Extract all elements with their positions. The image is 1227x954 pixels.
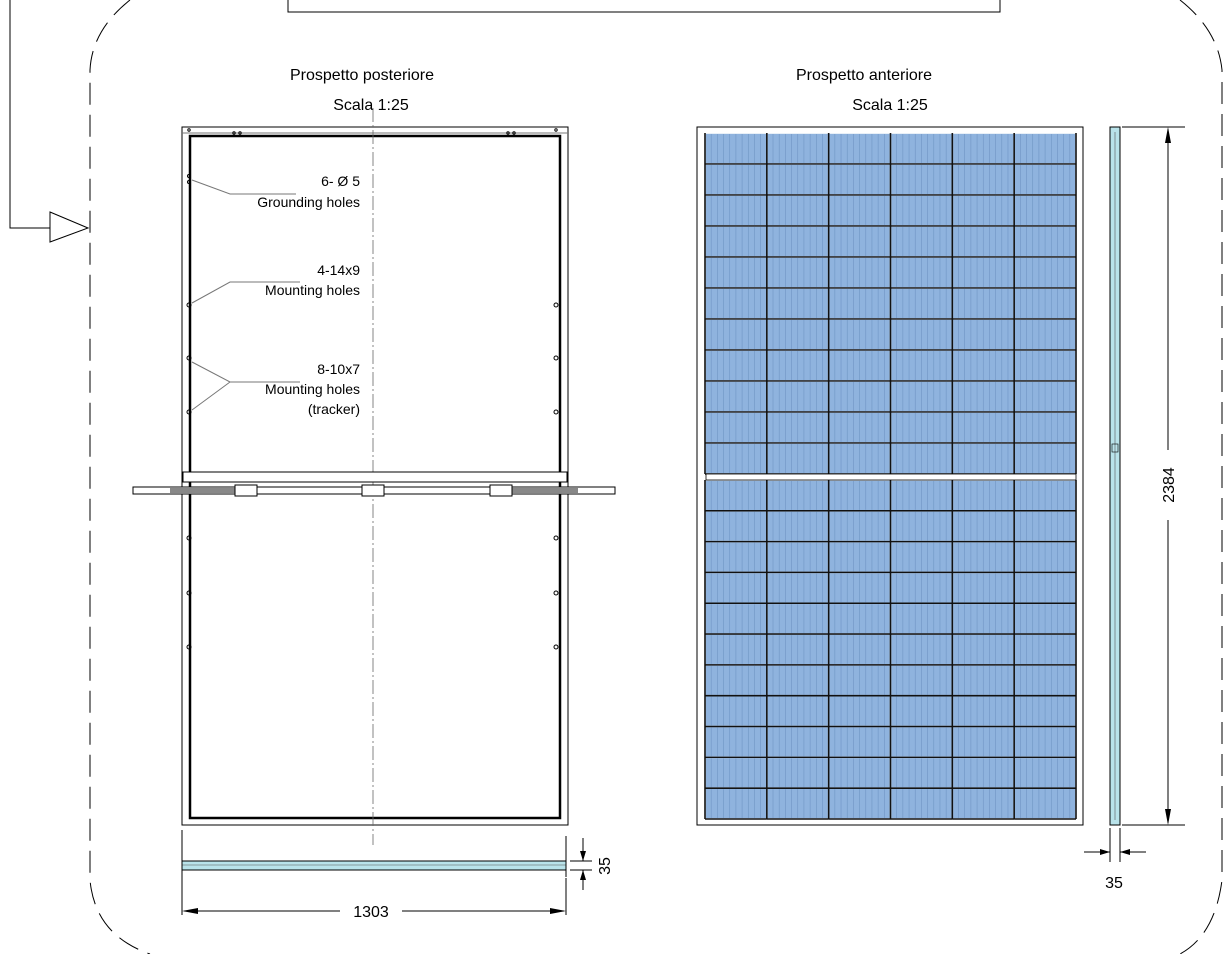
callout-tracker-note: (tracker) [308, 401, 360, 417]
cable-right [512, 488, 578, 493]
connector-box-left [234, 484, 258, 497]
front-view-title: Prospetto anteriore [796, 67, 932, 84]
cells-bottom-half [704, 480, 1077, 820]
dim-depth-side-label: 35 [1105, 875, 1123, 892]
rear-panel [132, 108, 616, 845]
leader-tracker-a [191, 361, 231, 383]
title-box [287, 0, 1001, 13]
front-center-gap [705, 473, 1077, 481]
arrow-side-right-icon [1100, 849, 1110, 855]
rear-view-title: Prospetto posteriore [290, 67, 434, 84]
cells-top-half [704, 133, 1077, 475]
junction-box [361, 484, 385, 497]
rear-crossbar [182, 471, 568, 483]
callout-mount-count: 4-14x9 [317, 262, 360, 278]
leader-mounting [191, 281, 300, 304]
callout-tracker-count: 8-10x7 [317, 361, 360, 377]
arrow-side-left-icon [1120, 849, 1130, 855]
callout-ground-label: Grounding holes [257, 194, 360, 210]
front-panel [696, 126, 1084, 826]
arrow-right-icon [550, 908, 566, 914]
leader-tracker-b [191, 381, 231, 411]
callout-tracker-label: Mounting holes [265, 381, 360, 397]
dashed-border-left [89, 0, 151, 954]
rear-side-profile [181, 860, 567, 871]
dim-width-line [181, 840, 567, 877]
dim-height-label: 2384 [1161, 467, 1178, 503]
callout-mount-label: Mounting holes [265, 282, 360, 298]
connector-box-right [489, 484, 513, 497]
arrow-triangle-icon [49, 211, 90, 243]
rear-view-scale: Scala 1:25 [333, 97, 409, 114]
arrow-bottom-icon [1165, 809, 1171, 825]
arrow-down-icon [580, 851, 586, 861]
dim-width-label: 1303 [353, 904, 389, 921]
dim-depth-bottom-label: 35 [597, 857, 614, 875]
arrow-left-icon [182, 908, 198, 914]
arrow-top-icon [1165, 127, 1171, 143]
cable-left [170, 488, 236, 493]
leader-grounding [191, 179, 296, 195]
front-view-scale: Scala 1:25 [852, 97, 928, 114]
connector-line [9, 0, 50, 229]
dashed-border-right [1179, 0, 1223, 954]
rear-holes [186, 128, 559, 650]
arrow-up-icon [580, 870, 586, 880]
callout-ground-count: 6- Ø 5 [321, 173, 360, 189]
dim-width [181, 830, 567, 880]
